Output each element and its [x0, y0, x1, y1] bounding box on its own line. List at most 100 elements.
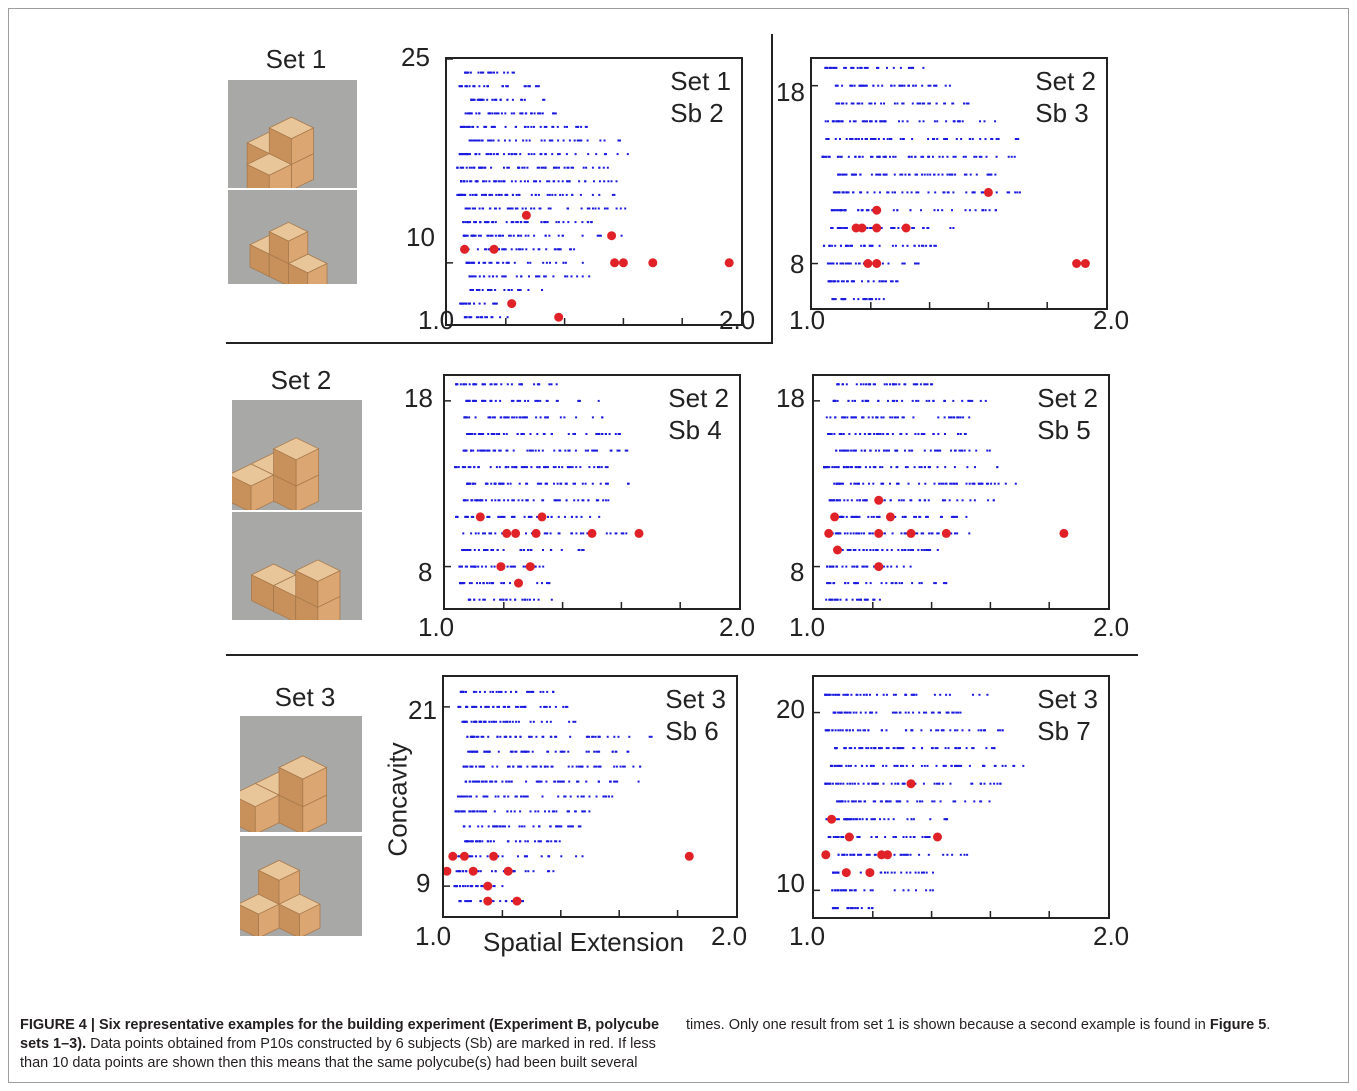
distribution-point — [870, 747, 873, 750]
distribution-point — [980, 729, 983, 732]
distribution-point — [966, 466, 969, 469]
distribution-point — [869, 889, 872, 892]
distribution-point — [834, 889, 837, 892]
distribution-point — [460, 193, 463, 196]
distribution-point — [593, 750, 596, 753]
distribution-point — [520, 825, 523, 828]
distribution-point — [456, 193, 459, 196]
distribution-point — [581, 855, 584, 858]
distribution-point — [611, 750, 614, 753]
distribution-point — [465, 71, 468, 74]
distribution-point — [561, 466, 564, 469]
distribution-point — [512, 449, 515, 452]
distribution-point — [844, 747, 847, 750]
distribution-point — [515, 275, 518, 278]
distribution-point — [928, 399, 931, 402]
distribution-point — [856, 66, 859, 69]
distribution-point — [881, 466, 884, 469]
distribution-point — [999, 729, 1002, 732]
distribution-point — [876, 549, 879, 551]
distribution-point — [472, 234, 475, 237]
distribution-point — [973, 800, 976, 803]
distribution-point — [887, 399, 889, 402]
panel-title-subject: Sb 5 — [1037, 415, 1091, 445]
distribution-point — [959, 853, 962, 856]
distribution-point — [847, 764, 850, 767]
distribution-point — [839, 515, 841, 518]
distribution-point — [914, 871, 917, 874]
panel-title: Set 1 Sb 2 — [670, 65, 731, 129]
distribution-point — [484, 565, 487, 568]
distribution-point — [581, 221, 584, 224]
distribution-point — [879, 191, 881, 194]
distribution-point — [571, 515, 573, 518]
distribution-point — [858, 155, 861, 158]
distribution-point — [857, 836, 860, 838]
subject-point — [521, 210, 531, 220]
distribution-point — [925, 711, 928, 714]
distribution-point — [834, 598, 837, 601]
distribution-point — [1013, 155, 1016, 158]
distribution-point — [860, 209, 863, 212]
distribution-point — [493, 433, 496, 435]
distribution-point — [886, 565, 889, 568]
distribution-point — [599, 139, 602, 142]
distribution-point — [853, 173, 856, 176]
distribution-point — [486, 85, 489, 88]
distribution-point — [510, 383, 513, 386]
distribution-point — [513, 466, 516, 469]
distribution-point — [545, 261, 548, 264]
distribution-point — [859, 433, 862, 435]
distribution-point — [559, 193, 562, 196]
distribution-point — [1007, 155, 1010, 158]
distribution-point — [479, 582, 481, 585]
distribution-point — [918, 244, 921, 247]
distribution-point — [865, 747, 868, 750]
distribution-point — [471, 885, 474, 888]
distribution-point — [983, 764, 986, 767]
distribution-point — [928, 836, 931, 838]
distribution-point — [573, 499, 576, 502]
distribution-point — [538, 825, 540, 828]
distribution-point — [524, 466, 527, 469]
distribution-point — [483, 302, 486, 305]
distribution-point — [471, 810, 474, 813]
distribution-point — [475, 885, 478, 888]
distribution-point — [490, 316, 493, 319]
distribution-point — [935, 764, 938, 767]
distribution-point — [481, 825, 484, 828]
distribution-point — [515, 193, 518, 196]
distribution-point — [486, 98, 489, 101]
distribution-point — [854, 907, 857, 910]
distribution-point — [572, 166, 574, 169]
caption-figure-ref[interactable]: Figure 5 — [1209, 1017, 1267, 1033]
distribution-point — [468, 275, 471, 278]
distribution-point — [637, 780, 640, 783]
x-tick: 1.0 — [418, 612, 455, 642]
distribution-point — [931, 800, 934, 803]
subject-point — [618, 258, 628, 268]
distribution-point — [857, 209, 860, 212]
distribution-point — [1013, 764, 1016, 767]
distribution-point — [484, 532, 486, 535]
distribution-point — [502, 234, 504, 237]
distribution-point — [500, 582, 503, 585]
distribution-point — [565, 153, 568, 156]
distribution-point — [857, 466, 860, 469]
distribution-point — [560, 750, 563, 753]
distribution-point — [478, 112, 481, 115]
distribution-point — [548, 810, 551, 813]
distribution-point — [875, 433, 878, 435]
distribution-point — [845, 227, 848, 229]
distribution-point — [547, 840, 550, 843]
distribution-point — [854, 549, 857, 551]
distribution-point — [980, 155, 983, 158]
distribution-point — [524, 705, 527, 708]
distribution-point — [510, 690, 512, 693]
distribution-point — [478, 765, 481, 768]
distribution-point — [895, 582, 898, 585]
distribution-point — [956, 499, 959, 502]
distribution-point — [924, 836, 927, 838]
distribution-point — [872, 764, 875, 767]
distribution-point — [564, 275, 567, 278]
